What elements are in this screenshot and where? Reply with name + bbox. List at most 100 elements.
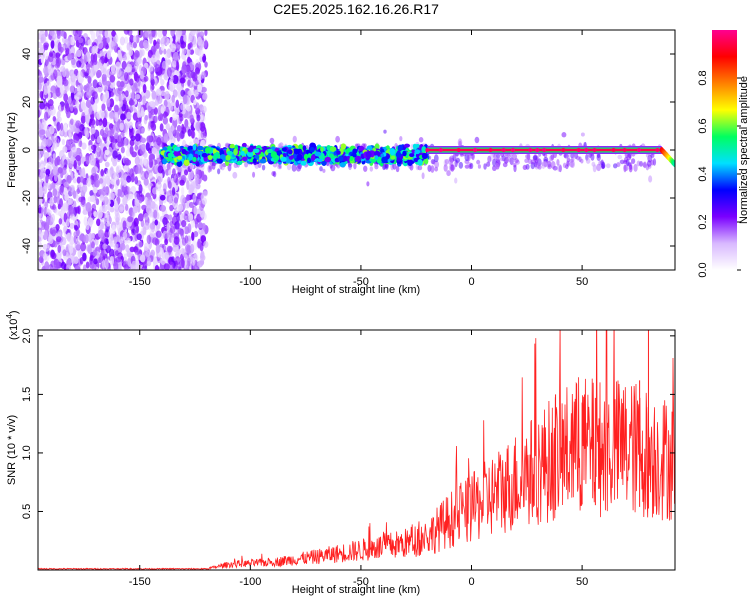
heatmap-cell xyxy=(181,257,185,268)
heatmap-cell xyxy=(102,67,107,75)
heatmap-cell xyxy=(535,162,541,169)
heatmap-cell xyxy=(82,252,87,262)
snr-multiplier: (x104) xyxy=(5,310,20,340)
heatmap-cell xyxy=(623,164,629,172)
heatmap-cell xyxy=(56,75,63,86)
heatmap-cell xyxy=(272,162,278,168)
heatmap-cell xyxy=(95,120,100,127)
heatmap-cell xyxy=(63,158,68,168)
heatmap-cell xyxy=(139,254,146,263)
heatmap-cell xyxy=(199,122,206,132)
heatmap-cell xyxy=(101,84,106,91)
x-tick-label: 0 xyxy=(468,576,474,588)
heatmap-cell xyxy=(467,153,471,162)
heatmap-cell xyxy=(183,36,187,42)
heatmap-cell xyxy=(281,147,287,152)
heatmap-cell xyxy=(110,40,115,51)
heatmap-cell xyxy=(99,128,105,137)
heatmap-cell xyxy=(95,146,101,153)
heatmap-cell xyxy=(592,148,597,152)
heatmap-cell xyxy=(182,248,187,258)
heatmap-cell xyxy=(395,165,400,173)
heatmap-cell xyxy=(72,190,77,199)
heatmap-cell xyxy=(55,209,61,216)
heatmap-cell xyxy=(166,245,173,253)
heatmap-cell xyxy=(117,153,122,161)
heatmap-cell xyxy=(109,75,116,83)
heatmap-cell xyxy=(181,186,185,196)
heatmap-cell xyxy=(136,233,142,241)
heatmap-cell xyxy=(42,66,48,75)
heatmap-cell xyxy=(38,84,42,91)
heatmap-cell xyxy=(421,146,427,153)
heatmap-cell xyxy=(492,158,497,167)
heatmap-cell xyxy=(150,122,157,131)
heatmap-cell xyxy=(193,138,200,145)
heatmap-cell xyxy=(172,74,179,85)
heatmap-cell xyxy=(108,235,114,244)
heatmap-cell xyxy=(142,95,146,106)
heatmap-cell xyxy=(183,169,189,176)
heatmap-cell xyxy=(296,153,303,161)
heatmap-cell xyxy=(44,51,49,60)
heatmap-cell xyxy=(144,265,148,270)
heatmap-cell xyxy=(143,222,150,230)
heatmap-cell xyxy=(352,148,358,154)
heatmap-cell xyxy=(86,177,92,187)
heatmap-cell xyxy=(124,90,129,98)
heatmap-cell xyxy=(110,178,116,185)
heatmap-cell xyxy=(131,86,136,95)
heatmap-cell xyxy=(58,218,63,225)
heatmap-cell xyxy=(113,261,119,270)
y-tick-label: 2.0 xyxy=(21,328,33,343)
heatmap-cell xyxy=(151,30,156,38)
heatmap-cell xyxy=(57,41,62,52)
heatmap-cell xyxy=(105,258,109,268)
heatmap-cell xyxy=(633,163,638,172)
heatmap-cell xyxy=(124,36,129,44)
heatmap-cell xyxy=(59,150,65,159)
heatmap-cell xyxy=(121,184,128,193)
heatmap-cell xyxy=(38,204,42,214)
heatmap-cell xyxy=(167,152,174,158)
heatmap-cell xyxy=(155,230,162,238)
heatmap-cell xyxy=(146,135,153,143)
heatmap-cell xyxy=(172,129,179,139)
heatmap-cell xyxy=(115,95,119,102)
heatmap-cell xyxy=(487,155,492,163)
heatmap-cell xyxy=(190,220,196,228)
heatmap-cell xyxy=(156,136,162,146)
heatmap-cell xyxy=(128,121,133,129)
heatmap-cell xyxy=(179,130,185,140)
heatmap-cell xyxy=(204,61,208,68)
heatmap-cell xyxy=(119,122,125,131)
heatmap-cell xyxy=(166,59,172,65)
heatmap-cell xyxy=(190,243,195,253)
heatmap-cell xyxy=(74,225,79,231)
heatmap-cell xyxy=(272,170,277,178)
heatmap-cell xyxy=(60,261,67,270)
heatmap-cell xyxy=(79,176,84,183)
heatmap-cell xyxy=(502,162,508,168)
heatmap-cell xyxy=(55,251,62,260)
heatmap-cell xyxy=(117,84,123,92)
x-tick-label: -100 xyxy=(239,276,261,288)
heatmap-cell xyxy=(143,177,149,186)
heatmap-cell xyxy=(144,114,149,121)
heatmap-cell xyxy=(140,110,145,117)
heatmap-cell xyxy=(259,158,267,164)
heatmap-cell xyxy=(137,30,144,38)
heatmap-cell xyxy=(180,35,185,45)
heatmap-cell xyxy=(418,137,424,143)
heatmap-cell xyxy=(90,96,95,105)
heatmap-cell xyxy=(133,217,139,227)
heatmap-cell xyxy=(605,163,611,169)
heatmap-cell xyxy=(389,148,396,156)
heatmap-cell xyxy=(197,260,203,268)
heatmap-cell xyxy=(63,187,68,195)
heatmap-cell xyxy=(38,122,44,131)
heatmap-cell xyxy=(639,160,643,167)
heatmap-cell xyxy=(180,103,186,111)
heatmap-cell xyxy=(287,149,293,155)
heatmap-cell xyxy=(252,171,256,178)
